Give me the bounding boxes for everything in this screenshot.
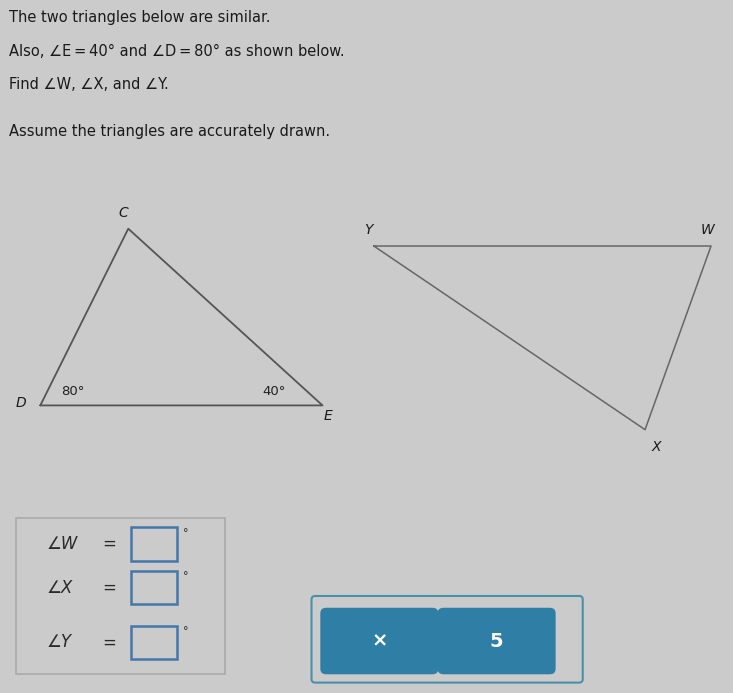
FancyBboxPatch shape [131, 571, 177, 604]
Text: =: = [103, 633, 116, 651]
Text: ×: × [371, 631, 388, 651]
Text: ∠Y: ∠Y [47, 633, 72, 651]
Text: D: D [15, 396, 26, 410]
FancyBboxPatch shape [131, 626, 177, 659]
Text: ∠W: ∠W [47, 535, 78, 553]
Text: °: ° [183, 626, 188, 636]
Text: Assume the triangles are accurately drawn.: Assume the triangles are accurately draw… [9, 124, 330, 139]
Text: E: E [323, 409, 332, 423]
Text: Y: Y [364, 223, 372, 237]
Text: 5: 5 [490, 631, 504, 651]
Text: °: ° [183, 528, 188, 538]
Text: =: = [103, 579, 116, 597]
Text: C: C [118, 207, 128, 220]
Text: W: W [701, 223, 714, 237]
Text: Find ∠W, ∠X, and ∠Y.: Find ∠W, ∠X, and ∠Y. [9, 77, 169, 92]
Text: The two triangles below are similar.: The two triangles below are similar. [9, 10, 270, 26]
Text: =: = [103, 535, 116, 553]
FancyBboxPatch shape [131, 527, 177, 561]
FancyBboxPatch shape [438, 608, 556, 674]
Text: X: X [652, 440, 660, 454]
Text: 80°: 80° [61, 385, 84, 398]
Text: ∠X: ∠X [47, 579, 73, 597]
FancyBboxPatch shape [320, 608, 438, 674]
FancyBboxPatch shape [16, 518, 225, 674]
Text: 40°: 40° [262, 385, 286, 398]
Text: °: ° [183, 572, 188, 581]
Text: Also, ∠E = 40° and ∠D = 80° as shown below.: Also, ∠E = 40° and ∠D = 80° as shown bel… [9, 44, 345, 59]
